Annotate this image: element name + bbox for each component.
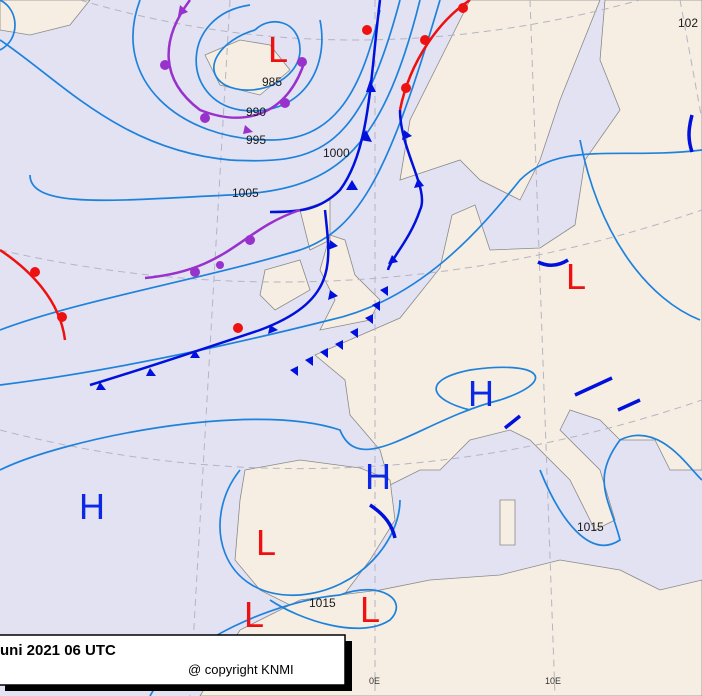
copyright: @ copyright KNMI: [188, 662, 294, 677]
continent: [314, 0, 702, 531]
longitude-label: 10E: [545, 676, 561, 686]
caption: uni 2021 06 UTC: [0, 642, 116, 659]
front-symbol: [362, 25, 372, 35]
meridian: [529, 0, 556, 696]
occluded-front: [144, 208, 301, 280]
front-symbol: [402, 130, 412, 140]
isobar-label: 102: [678, 16, 698, 30]
isobar: [0, 366, 537, 471]
low: L: [268, 29, 288, 70]
iceland: [204, 39, 291, 96]
front-symbol: [233, 323, 243, 333]
front-symbol: [360, 130, 372, 142]
isobar-label: 985: [262, 75, 282, 89]
front-symbol: [328, 240, 338, 250]
front-symbol: [57, 312, 67, 322]
caption-box: [0, 634, 346, 686]
cold-front: [269, 0, 382, 214]
front-symbol: [190, 267, 200, 277]
front-symbol: [200, 113, 210, 123]
isobar-label: 1005: [232, 186, 259, 200]
front-symbol: [96, 382, 106, 390]
isobar: [132, 0, 381, 141]
isobar: [579, 139, 701, 321]
high: H: [365, 456, 391, 497]
isobar-labels: 985 990 995 1000 1005 1015 1015 102: [232, 16, 698, 610]
isobar: [219, 469, 401, 596]
parallel: [0, 399, 702, 470]
front-symbol: [414, 178, 424, 188]
cold-front: [386, 109, 424, 271]
isobar: [213, 21, 301, 91]
front-symbol: [366, 80, 376, 92]
front-symbol: [320, 348, 328, 358]
front-symbol: [420, 35, 430, 45]
isobar-label: 1015: [577, 520, 604, 534]
front-symbol: [365, 314, 373, 324]
front-symbol: [190, 350, 200, 358]
fronts: [0, 0, 694, 539]
pressure-centers: L L L L L H H H: [79, 29, 586, 635]
front-symbol: [335, 340, 343, 350]
isobar-label: 995: [246, 133, 266, 147]
longitude-label: 0E: [369, 676, 380, 686]
front-symbol: [328, 290, 338, 300]
warm-front: [0, 248, 67, 341]
front-symbols: [96, 80, 424, 390]
isobar-label: 1000: [323, 146, 350, 160]
front-symbol: [305, 356, 313, 366]
low: L: [566, 256, 586, 297]
front-symbol: [280, 98, 290, 108]
low: L: [360, 589, 380, 630]
front-symbol: [346, 180, 358, 190]
front-symbols: [30, 3, 468, 333]
front-symbol: [372, 301, 380, 311]
front-symbol: [160, 60, 170, 70]
isobar: [29, 0, 421, 202]
trough: [369, 114, 694, 539]
isobar: [0, 149, 702, 386]
cold-front: [89, 209, 330, 387]
front-symbol: [350, 328, 358, 338]
front-symbol: [146, 368, 156, 376]
iberia: [234, 459, 396, 606]
front-symbol: [268, 325, 278, 334]
occluded-front: [167, 0, 307, 119]
meridian: [679, 0, 702, 121]
high: H: [79, 486, 105, 527]
front-symbol: [290, 366, 298, 376]
isobar: [539, 434, 702, 547]
front-symbols: [160, 5, 307, 277]
low: L: [256, 522, 276, 563]
isobar: [0, 0, 401, 162]
front-symbol: [30, 267, 40, 277]
isobar: [0, 0, 16, 51]
front-symbol: [243, 125, 253, 134]
front-symbol: [216, 261, 224, 269]
low: L: [244, 594, 264, 635]
front-symbol: [178, 5, 188, 16]
scandinavia: [399, 0, 601, 201]
isobar: [195, 4, 323, 112]
isobar-label: 990: [246, 105, 266, 119]
front-symbol: [388, 255, 398, 264]
parallel: [79, 0, 641, 41]
ireland: [259, 259, 311, 311]
high: H: [468, 373, 494, 414]
front-symbol: [297, 57, 307, 67]
greenland: [0, 0, 91, 36]
sardinia: [499, 499, 516, 546]
front-symbol: [401, 83, 411, 93]
front-symbol: [458, 3, 468, 13]
isobar: [0, 0, 441, 331]
isobar-label: 1015: [309, 596, 336, 610]
front-symbol: [380, 286, 388, 296]
parallel: [0, 209, 702, 283]
front-symbol: [245, 235, 255, 245]
